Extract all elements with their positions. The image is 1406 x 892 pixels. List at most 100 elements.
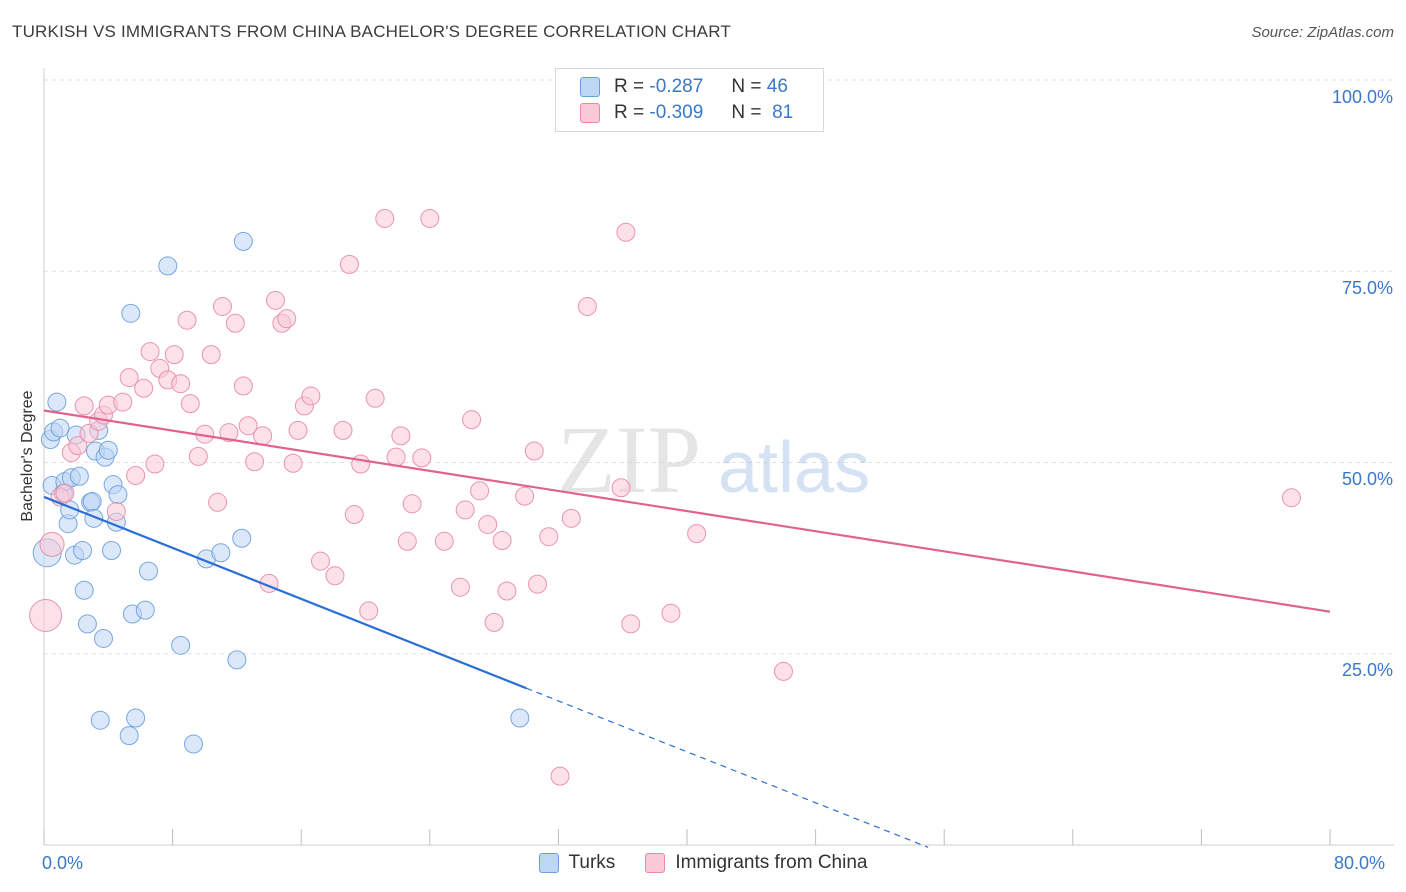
legend-n-value: 46 — [766, 76, 788, 97]
watermark-zip: ZIP — [557, 406, 701, 513]
china-point — [126, 466, 146, 486]
china-trend-line — [43, 409, 1331, 613]
china-point — [225, 313, 245, 333]
turks-point — [50, 418, 70, 438]
china-point — [265, 290, 285, 310]
y-tick-25: 25.0% — [1341, 660, 1393, 680]
china-point — [434, 531, 454, 551]
chart-title: TURKISH VS IMMIGRANTS FROM CHINA BACHELO… — [12, 22, 731, 41]
china-point — [528, 574, 548, 594]
legend-swatch-china — [580, 103, 600, 123]
china-point — [497, 581, 517, 601]
china-point — [283, 453, 303, 473]
x-tick-min: 0.0% — [42, 853, 84, 873]
turks-point — [138, 561, 158, 581]
turks-point — [73, 540, 93, 560]
china-point — [310, 551, 330, 571]
legend-r-label: R = — [614, 76, 645, 97]
china-point — [339, 254, 359, 274]
china-point — [391, 426, 411, 446]
china-point — [616, 222, 636, 242]
watermark-atlas: atlas — [718, 428, 870, 508]
china-point — [233, 376, 253, 396]
grid-lines — [44, 79, 1394, 655]
legend-label-china: Immigrants from China — [675, 852, 868, 873]
china-point — [208, 492, 228, 512]
turks-point — [135, 600, 155, 620]
china-point — [55, 483, 75, 503]
axes — [43, 68, 1394, 846]
turks-point — [510, 708, 530, 728]
china-point — [171, 374, 191, 394]
china-point — [561, 508, 581, 528]
legend-n-label: N = — [731, 76, 762, 97]
trend-lines — [43, 409, 1331, 848]
turks-trend-line — [43, 495, 527, 690]
china-point — [687, 524, 707, 544]
turks-point — [233, 231, 253, 251]
china-point — [402, 494, 422, 514]
china-point — [375, 208, 395, 228]
turks-point — [82, 492, 102, 512]
china-point — [180, 394, 200, 414]
legend-r-value: -0.287 — [649, 76, 704, 97]
china-point — [113, 392, 133, 412]
china-point — [365, 388, 385, 408]
x-tick-max: 80.0% — [1334, 853, 1386, 873]
turks-point — [158, 256, 178, 276]
turks-point — [90, 710, 110, 730]
turks-point — [171, 635, 191, 655]
china-point — [245, 452, 265, 472]
turks-point — [108, 485, 128, 505]
china-point — [539, 527, 559, 547]
y-tick-75: 75.0% — [1341, 278, 1393, 298]
turks-trend-extension — [526, 687, 929, 848]
turks-point — [47, 392, 67, 412]
turks-point — [183, 734, 203, 754]
source-label: Source: ZipAtlas.com — [1251, 24, 1394, 41]
china-point — [470, 481, 490, 501]
china-point — [773, 661, 793, 681]
china-point — [68, 436, 88, 456]
turks-point — [211, 543, 231, 563]
turks-point — [121, 303, 141, 323]
china-point — [351, 454, 371, 474]
legend-row-china: R = -0.309 N = 81 — [580, 100, 793, 126]
turks-point — [69, 466, 89, 486]
china-point — [288, 420, 308, 440]
china-point — [462, 410, 482, 430]
china-point — [492, 531, 512, 551]
turks-point — [232, 528, 252, 548]
legend-n-value: 81 — [772, 102, 794, 123]
china-point — [359, 601, 379, 621]
correlation-legend: R = -0.287 N = 46 R = -0.309 N = 81 — [555, 68, 824, 132]
china-point — [119, 368, 139, 388]
china-point — [106, 501, 126, 521]
watermark: ZIP atlas — [557, 406, 870, 513]
legend-n-label: N = — [731, 102, 762, 123]
china-point — [611, 478, 631, 498]
turks-point — [98, 440, 118, 460]
turks-point — [227, 650, 247, 670]
china-point — [164, 345, 184, 365]
turks-point — [74, 580, 94, 600]
turks-point — [119, 726, 139, 746]
china-point — [219, 423, 239, 443]
china-point — [420, 208, 440, 228]
china-point — [386, 447, 406, 467]
china-point — [188, 446, 208, 466]
china-point — [397, 531, 417, 551]
legend-label-turks: Turks — [568, 852, 616, 873]
legend-r-value: -0.309 — [649, 102, 704, 123]
china-point — [550, 766, 570, 786]
legend-item-china: Immigrants from China — [645, 852, 867, 874]
legend-swatch-turks — [580, 77, 600, 97]
china-point — [524, 441, 544, 461]
legend-r-label: R = — [614, 102, 645, 123]
china-point — [1281, 488, 1301, 508]
y-tick-100: 100.0% — [1331, 87, 1393, 107]
turks-point — [93, 628, 113, 648]
china-point — [238, 416, 258, 436]
china-point — [39, 531, 65, 557]
